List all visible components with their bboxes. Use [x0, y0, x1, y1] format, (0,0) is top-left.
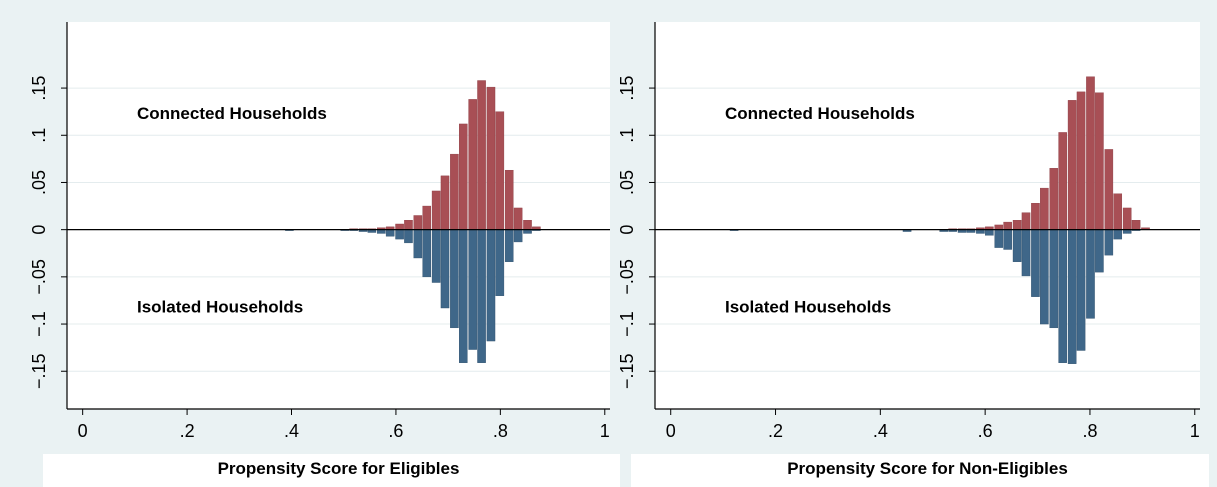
isolated-bar	[1058, 229, 1067, 363]
connected-bar	[431, 190, 441, 230]
isolated-bar	[486, 229, 496, 342]
y-tick-label: 0	[617, 225, 637, 235]
annotation-isolated-households: Isolated Households	[725, 298, 891, 317]
isolated-bar	[495, 229, 505, 296]
connected-bar	[404, 220, 413, 230]
connected-bar	[1086, 76, 1095, 230]
isolated-bar	[1113, 229, 1123, 240]
isolated-bar	[1095, 229, 1104, 273]
y-tick-label: −.1	[29, 311, 49, 337]
connected-bar	[1058, 132, 1067, 230]
isolated-bar	[413, 229, 423, 259]
chart-panel-non-eligibles: −.15 −.1 −.05 0 .05 .1 .15 0 .2 .4 .6 .8 1 Connected …	[617, 22, 1209, 487]
x-tick-label: .8	[1082, 421, 1097, 441]
x-axis-label-box	[631, 454, 1209, 487]
isolated-bar	[422, 229, 432, 278]
connected-bar	[1122, 207, 1132, 230]
y-tick-label: .05	[617, 170, 637, 195]
isolated-bar	[404, 229, 413, 244]
connected-bar	[468, 99, 477, 230]
connected-bar	[1076, 91, 1086, 230]
x-axis-label: Propensity Score for Eligibles	[218, 459, 460, 478]
connected-bar	[495, 111, 505, 230]
isolated-bar	[440, 229, 450, 309]
x-axis-label: Propensity Score for Non-Eligibles	[787, 459, 1068, 478]
connected-bar	[1031, 203, 1040, 230]
y-tick-label: .1	[29, 128, 49, 143]
y-tick-label: .15	[617, 76, 637, 101]
connected-bar	[1113, 193, 1123, 230]
y-tick-label: −.15	[617, 353, 637, 389]
y-tick-label: −.1	[617, 311, 637, 337]
connected-bar	[1049, 168, 1059, 230]
connected-bar	[1021, 212, 1031, 230]
connected-bar	[459, 123, 468, 230]
y-tick-label: .15	[29, 76, 49, 101]
isolated-bar	[985, 229, 994, 236]
chart-panel-eligibles: −.15 −.1 −.05 0 .05 .1 .15 0 .2 .4 .6 .8 1 Connected …	[29, 22, 620, 487]
x-tick-label: .2	[180, 421, 195, 441]
x-tick-label: .2	[768, 421, 783, 441]
connected-bar	[1131, 220, 1141, 230]
connected-bar	[513, 207, 523, 230]
plot-area	[67, 22, 610, 409]
connected-bar	[1095, 92, 1104, 230]
x-tick-label: 0	[666, 421, 676, 441]
isolated-bar	[1086, 229, 1095, 319]
isolated-bar	[1040, 229, 1049, 325]
connected-bar	[1104, 149, 1114, 230]
isolated-bar	[504, 229, 514, 262]
connected-bar	[523, 220, 532, 230]
connected-bar	[1040, 187, 1049, 230]
y-tick-label: −.05	[29, 259, 49, 295]
isolated-bar	[1003, 229, 1012, 250]
x-axis-label-box	[43, 454, 620, 487]
x-tick-label: .6	[978, 421, 993, 441]
y-tick-label: 0	[29, 225, 49, 235]
x-tick-label: 1	[600, 421, 610, 441]
connected-bar	[422, 205, 432, 230]
isolated-bar	[459, 229, 468, 363]
isolated-bar	[1049, 229, 1059, 329]
y-tick-label: −.05	[617, 259, 637, 295]
isolated-bar	[468, 229, 477, 350]
connected-bar	[1067, 100, 1077, 230]
connected-bar	[477, 80, 486, 230]
isolated-bar	[1031, 229, 1040, 297]
isolated-bar	[513, 229, 523, 243]
connected-bar	[395, 223, 404, 230]
x-tick-label: .4	[873, 421, 888, 441]
isolated-bar	[1012, 229, 1022, 262]
isolated-bar	[1076, 229, 1086, 351]
isolated-bar	[450, 229, 459, 329]
x-tick-label: 0	[78, 421, 88, 441]
y-tick-label: −.15	[29, 353, 49, 389]
isolated-bar	[477, 229, 486, 363]
connected-bar	[994, 224, 1004, 230]
isolated-bar	[1021, 229, 1031, 277]
y-tick-label: .1	[617, 128, 637, 143]
connected-bar	[486, 86, 496, 230]
isolated-bar	[431, 229, 441, 283]
x-tick-label: 1	[1190, 421, 1200, 441]
annotation-connected-households: Connected Households	[137, 104, 327, 123]
isolated-bar	[385, 229, 395, 237]
connected-bar	[413, 215, 423, 230]
annotation-isolated-households: Isolated Households	[137, 298, 303, 317]
isolated-bar	[994, 229, 1004, 248]
x-tick-label: .8	[493, 421, 508, 441]
annotation-connected-households: Connected Households	[725, 104, 915, 123]
connected-bar	[440, 175, 450, 230]
x-tick-label: .6	[388, 421, 403, 441]
isolated-bar	[395, 229, 404, 240]
y-tick-label: .05	[29, 170, 49, 195]
isolated-bar	[1104, 229, 1114, 256]
isolated-bar	[1067, 229, 1077, 364]
connected-bar	[1003, 221, 1012, 230]
connected-bar	[1012, 220, 1022, 230]
connected-bar	[504, 169, 514, 230]
connected-bar	[450, 153, 459, 230]
x-tick-label: .4	[284, 421, 299, 441]
